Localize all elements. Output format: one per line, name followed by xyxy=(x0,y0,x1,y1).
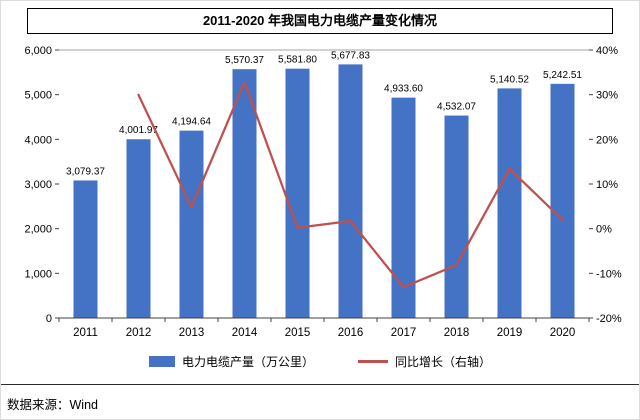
svg-text:2015: 2015 xyxy=(285,327,311,339)
legend-label-production: 电力电缆产量（万公里） xyxy=(181,354,314,369)
svg-text:2018: 2018 xyxy=(444,327,470,339)
svg-text:10%: 10% xyxy=(596,179,618,191)
chart-title: 2011-2020 年我国电力电缆产量变化情况 xyxy=(27,8,613,34)
svg-text:5,570.37: 5,570.37 xyxy=(225,55,264,66)
svg-text:3,000: 3,000 xyxy=(24,179,52,191)
legend-item-production: 电力电缆产量（万公里） xyxy=(148,353,314,370)
svg-text:5,677.83: 5,677.83 xyxy=(331,50,370,61)
svg-text:2011: 2011 xyxy=(73,327,98,339)
chart-legend: 电力电缆产量（万公里） 同比增长（右轴） xyxy=(1,350,639,372)
chart-svg: 0 1,000 2,000 3,000 4,000 5,000 6,000 -20% -10% 0… xyxy=(24,45,622,339)
svg-text:2016: 2016 xyxy=(338,327,364,339)
svg-text:4,532.07: 4,532.07 xyxy=(437,102,476,113)
svg-text:5,242.51: 5,242.51 xyxy=(543,70,582,81)
svg-text:3,079.37: 3,079.37 xyxy=(66,166,105,177)
svg-text:2017: 2017 xyxy=(391,327,417,339)
svg-text:5,581.80: 5,581.80 xyxy=(278,55,317,66)
data-source: 数据来源：Wind xyxy=(7,398,98,412)
svg-text:30%: 30% xyxy=(596,90,618,102)
svg-text:5,140.52: 5,140.52 xyxy=(490,74,529,85)
svg-text:6,000: 6,000 xyxy=(24,45,52,57)
svg-text:-10%: -10% xyxy=(596,268,622,280)
legend-label-growth: 同比增长（右轴） xyxy=(395,354,492,369)
svg-text:4,000: 4,000 xyxy=(24,134,52,146)
chart-area: 0 1,000 2,000 3,000 4,000 5,000 6,000 -20% -10% 0… xyxy=(1,36,639,348)
svg-text:0%: 0% xyxy=(596,224,612,236)
svg-text:2,000: 2,000 xyxy=(24,224,52,236)
svg-text:1,000: 1,000 xyxy=(24,268,52,280)
svg-text:4,933.60: 4,933.60 xyxy=(384,84,423,95)
svg-text:-20%: -20% xyxy=(596,313,622,325)
line-legend-swatch xyxy=(358,359,388,363)
svg-text:2020: 2020 xyxy=(550,327,576,339)
bar-legend-swatch xyxy=(148,355,175,367)
svg-text:5,000: 5,000 xyxy=(24,90,52,102)
svg-text:20%: 20% xyxy=(596,134,618,146)
footer-divider xyxy=(1,384,639,385)
svg-text:2019: 2019 xyxy=(497,327,523,339)
svg-text:2013: 2013 xyxy=(179,327,205,339)
svg-text:40%: 40% xyxy=(596,45,618,57)
svg-text:4,194.64: 4,194.64 xyxy=(172,117,211,128)
svg-text:2014: 2014 xyxy=(232,327,258,339)
svg-text:4,001.97: 4,001.97 xyxy=(119,125,158,136)
legend-item-growth: 同比增长（右轴） xyxy=(358,353,491,370)
svg-text:2012: 2012 xyxy=(126,327,152,339)
svg-text:0: 0 xyxy=(46,313,52,325)
